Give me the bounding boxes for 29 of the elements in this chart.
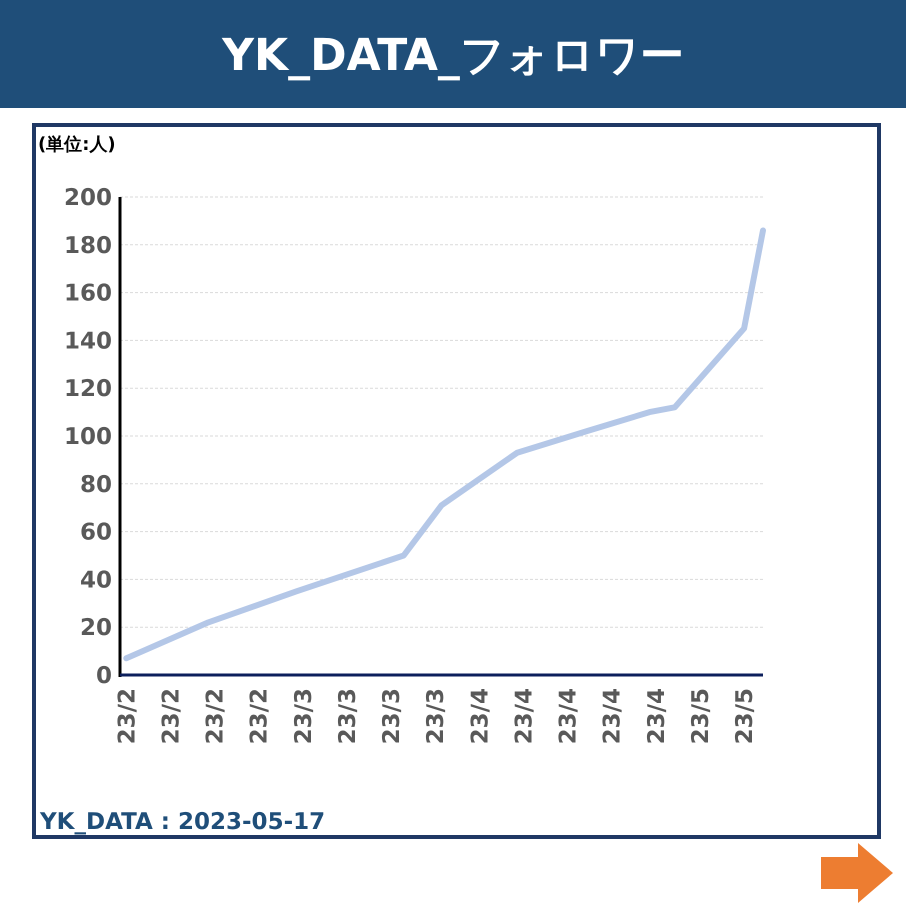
y-tick-label: 80 [80,472,112,498]
y-tick-label: 100 [64,424,112,450]
y-tick-label: 160 [64,280,112,307]
x-tick-label: 23/2 [114,688,140,744]
y-tick-label: 20 [80,615,112,642]
y-tick-label: 140 [64,328,112,354]
y-tick-label: 180 [64,232,112,259]
x-tick-label: 23/2 [246,688,273,744]
x-tick-label: 23/4 [600,688,626,744]
x-tick-label: 23/4 [511,688,538,744]
x-tick-label: 23/4 [467,688,494,744]
y-axis-title: (単位:人) [38,134,116,155]
x-tick-label: 23/4 [556,688,582,744]
x-tick-label: 23/2 [202,688,229,744]
chart-title: YK_DATA_フォロワー [221,30,684,81]
x-tick-label: 23/4 [644,688,670,744]
x-tick-label: 23/3 [334,688,361,744]
x-tick-label: 23/3 [423,688,450,744]
x-tick-label: 23/2 [158,688,184,744]
x-tick-label: 23/5 [688,688,714,744]
y-tick-label: 0 [96,663,112,689]
y-tick-label: 120 [64,376,112,402]
x-tick-label: 23/3 [290,688,317,744]
y-tick-label: 40 [80,567,112,594]
y-tick-label: 200 [64,185,112,211]
x-tick-label: 23/3 [379,688,406,744]
y-tick-label: 60 [80,520,112,546]
x-tick-label: 23/5 [732,688,758,744]
text: YK_DATA : 2023-05-17 [39,809,326,835]
